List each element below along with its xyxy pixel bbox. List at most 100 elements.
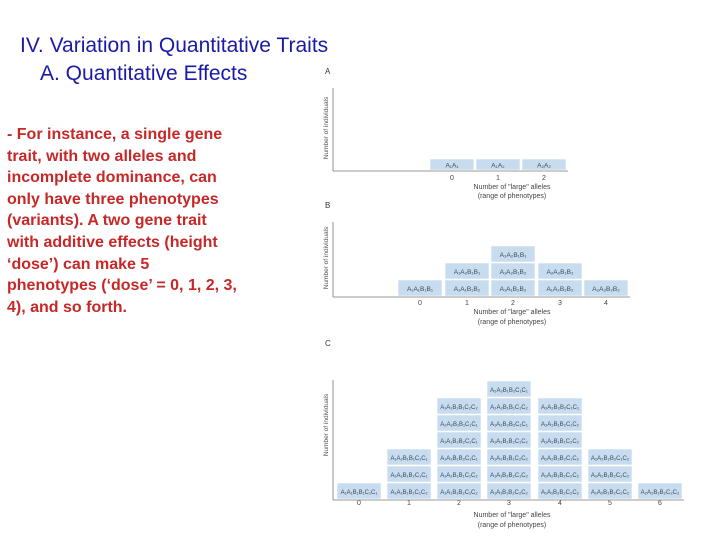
genotype-label: A₁A₂B₁B₁C₂C₂ <box>490 456 528 462</box>
genotype-cell <box>537 448 583 466</box>
panel-letter: C <box>325 339 331 348</box>
y-axis-label: Number of individuals <box>323 226 330 289</box>
x-axis-sublabel: (range of phenotypes) <box>478 193 547 200</box>
genotype-cell <box>537 397 583 415</box>
x-tick-label: 0 <box>450 175 454 182</box>
x-tick-label: 0 <box>357 500 361 507</box>
genotype-label: A₁A₂B₁B₁C₁C₂ <box>440 473 478 479</box>
genotype-label: A₁A₂B₁B₂ <box>500 269 527 276</box>
x-tick-label: 4 <box>604 300 608 307</box>
genotype-cell <box>587 482 633 500</box>
genotype-label: A₁A₁B₂B₂C₂C₂ <box>541 490 580 496</box>
genotype-cell <box>486 482 532 500</box>
x-tick-label: 3 <box>507 500 511 507</box>
genotype-cell <box>486 414 532 432</box>
genotype-label: A₁A₁B₁B₁C₂C₂ <box>440 405 478 411</box>
genotype-label: A₁A₂B₁B₂C₁C₁ <box>440 456 477 462</box>
genotype-cell <box>537 431 583 449</box>
x-tick-label: 6 <box>658 500 662 507</box>
genotype-label: A₂A₂B₁B₂C₁C₂ <box>541 422 580 428</box>
genotype-label: A₂A₂B₁B₁C₂C₂ <box>541 439 580 445</box>
genotype-cell <box>486 380 532 398</box>
genotype-label: A₁A₁B₁B₂C₂C₂ <box>490 490 528 496</box>
genotype-cell <box>537 465 583 483</box>
genotype-label: A₂A₂ <box>537 163 551 170</box>
genotype-cell <box>490 262 536 280</box>
genotype-cell <box>486 397 532 415</box>
x-tick-label: 2 <box>511 300 515 307</box>
genotype-label: A₁A₂ <box>491 163 505 170</box>
genotype-cell <box>537 279 583 297</box>
genotype-label: A₁A₁B₁B₂ <box>454 286 481 293</box>
genotype-cell <box>490 279 536 297</box>
x-tick-label: 4 <box>558 500 562 507</box>
genotype-cell <box>486 431 532 449</box>
genotype-cell <box>537 262 583 280</box>
genotype-label: A₁A₁B₁B₂C₁C₁ <box>390 473 427 479</box>
genotype-cell <box>436 482 482 500</box>
genotype-label: A₂A₂B₂B₂C₁C₂ <box>591 456 630 462</box>
slide-title-line1: IV. Variation in Quantitative Traits <box>20 34 329 57</box>
genotype-label: A₁A₁B₂B₂ <box>500 286 527 293</box>
x-axis-label: Number of "large" alleles <box>474 184 551 191</box>
genotype-label: A₁A₂B₁B₂C₂C₂ <box>541 473 580 479</box>
genotype-cell <box>386 482 432 500</box>
x-axis-label: Number of "large" alleles <box>474 309 551 316</box>
genotype-label: A₁A₂B₁B₁ <box>454 269 481 276</box>
genotype-label: A₁A₁B₁B₁C₁C₁ <box>341 490 378 496</box>
genotype-cell <box>436 465 482 483</box>
x-tick-label: 1 <box>465 300 469 307</box>
x-tick-label: 3 <box>558 300 562 307</box>
x-tick-label: 5 <box>608 500 612 507</box>
genotype-label: A₂A₂B₁B₂C₁C₁ <box>490 388 528 394</box>
genotype-cell <box>436 397 482 415</box>
x-tick-label: 2 <box>457 500 461 507</box>
x-axis-sublabel: (range of phenotypes) <box>478 522 547 529</box>
genotype-label: A₂A₂B₁B₂C₂C₂ <box>591 473 630 479</box>
panel-letter: A <box>325 67 331 76</box>
genotype-cell <box>521 158 567 171</box>
slide-title-line2: A. Quantitative Effects <box>40 62 248 85</box>
x-tick-label: 0 <box>418 300 422 307</box>
genotype-label: A₁A₂B₂B₂C₁C₁ <box>490 422 528 428</box>
genotype-cell <box>436 448 482 466</box>
genotype-label: A₂A₂B₁B₁C₁C₁ <box>440 422 477 428</box>
genotype-cell <box>444 262 490 280</box>
x-axis-label: Number of "large" alleles <box>474 512 551 519</box>
genotype-label: A₂A₂B₂B₂C₂C₂ <box>641 490 680 496</box>
genotype-cell <box>587 448 633 466</box>
x-tick-label: 2 <box>542 175 546 182</box>
genotype-cell <box>486 448 532 466</box>
genotype-label: A₁A₂B₂B₂C₂C₂ <box>591 490 630 496</box>
genotype-label: A₂A₂B₂B₂C₁C₁ <box>541 405 579 411</box>
genotype-cell <box>537 482 583 500</box>
genotype-cell <box>475 158 521 171</box>
genotype-label: A₁A₁B₂B₂C₁C₂ <box>490 473 528 479</box>
x-tick-label: 1 <box>407 500 411 507</box>
genotype-cell <box>397 279 443 297</box>
y-axis-label: Number of individuals <box>323 96 330 159</box>
genotype-cell <box>587 465 633 483</box>
genotype-cell <box>583 279 629 297</box>
genotype-label: A₁A₂B₂B₂ <box>546 286 574 293</box>
genotype-label: A₁A₂B₁B₂C₁C₂ <box>490 439 528 445</box>
genotype-cell <box>486 465 532 483</box>
genotype-cell <box>386 465 432 483</box>
genotype-cell <box>336 482 382 500</box>
genotype-label: A₁A₁B₂B₂C₁C₁ <box>440 439 477 445</box>
genotype-cell <box>436 431 482 449</box>
genotype-cell <box>537 414 583 432</box>
genotype-label: A₁A₂B₁B₁C₁C₁ <box>390 456 427 462</box>
x-tick-label: 1 <box>496 175 500 182</box>
genotype-label: A₂A₂B₂B₂ <box>592 286 620 293</box>
panel-letter: B <box>325 201 330 210</box>
genotype-cell <box>444 279 490 297</box>
genotype-label: A₂A₂B₁B₂ <box>546 269 574 276</box>
x-axis-sublabel: (range of phenotypes) <box>478 319 547 326</box>
genotype-cell <box>386 448 432 466</box>
genotype-label: A₂A₂B₁B₁C₁C₂ <box>490 405 528 411</box>
genotype-cell <box>429 158 475 171</box>
genotype-label: A₁A₁B₁B₁C₁C₂ <box>390 490 428 496</box>
genotype-label: A₁A₁ <box>445 163 459 170</box>
